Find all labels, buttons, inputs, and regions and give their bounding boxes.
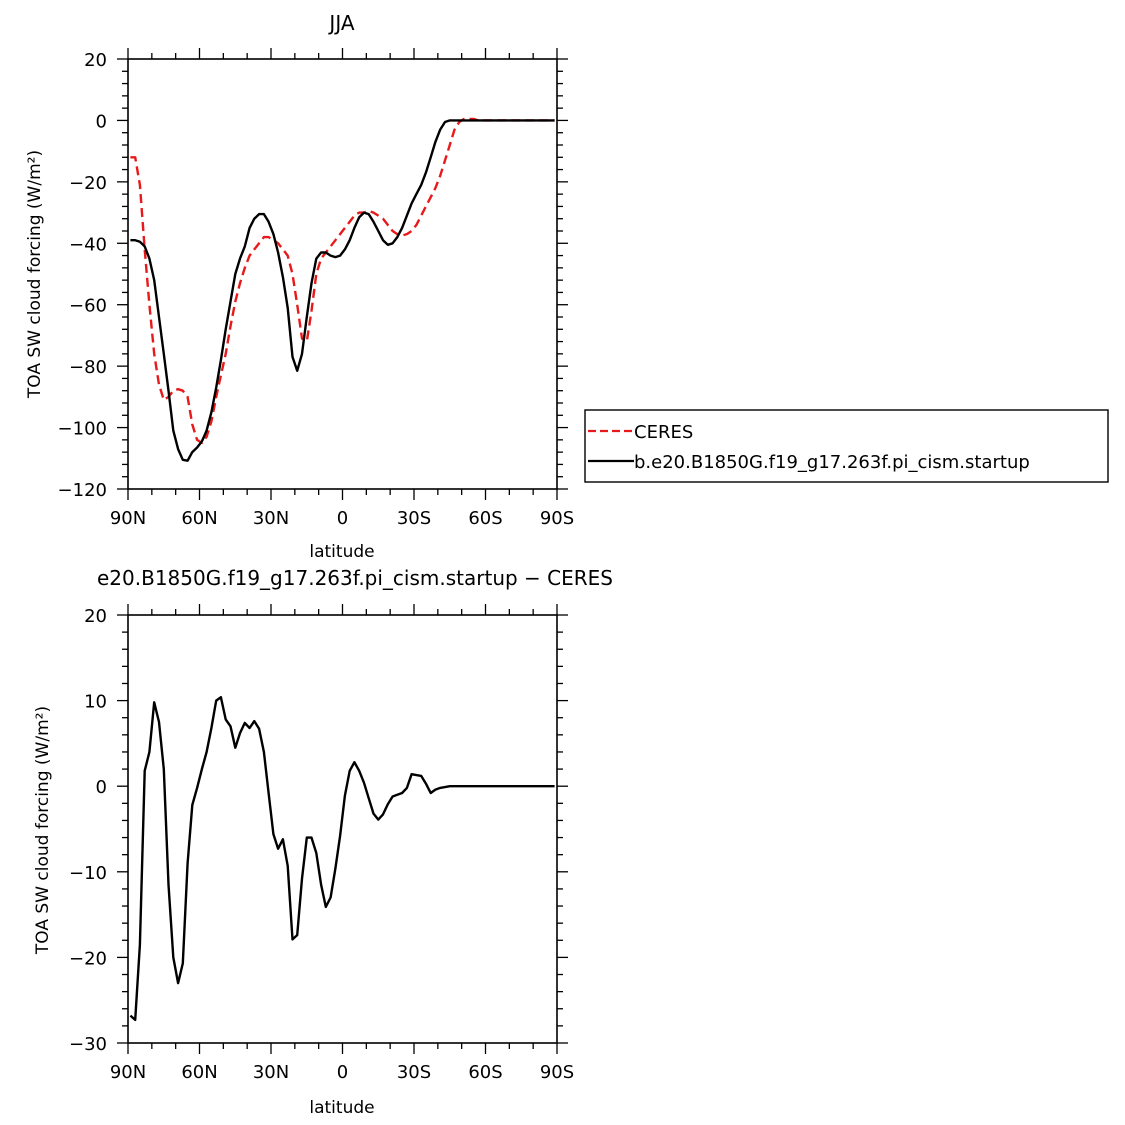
panel-top: JJA TOA SW cloud forcing (W/m²) latitude… <box>25 11 574 562</box>
y-tick-label: 20 <box>84 50 107 71</box>
x-tick-label: 0 <box>337 508 348 529</box>
x-tick-label: 60S <box>468 1062 502 1083</box>
y-tick-label: −30 <box>69 1034 107 1055</box>
y-tick-label: −80 <box>69 357 107 378</box>
legend-box <box>584 409 1109 483</box>
y-tick-label: −60 <box>69 296 107 317</box>
y-tick-label: 0 <box>96 777 107 798</box>
y-axis-label: TOA SW cloud forcing (W/m²) <box>25 150 45 399</box>
y-tick-label: −120 <box>58 480 107 501</box>
y-axis-label-group: TOA SW cloud forcing (W/m²) <box>33 706 53 955</box>
y-axis-label: TOA SW cloud forcing (W/m²) <box>33 706 53 955</box>
y-tick-label: 10 <box>84 692 107 713</box>
x-axis-label: latitude <box>309 542 374 562</box>
y-tick-label: 0 <box>96 111 107 132</box>
x-tick-label: 30S <box>397 508 431 529</box>
y-tick-label: −20 <box>69 173 107 194</box>
y-tick-label: −40 <box>69 234 107 255</box>
x-tick-label: 60S <box>468 508 502 529</box>
y-tick-label: 20 <box>84 606 107 627</box>
legend-label-ceres: CERES <box>634 422 693 443</box>
y-tick-label: −20 <box>69 948 107 969</box>
legend: CERES b.e20.B1850G.f19_g17.263f.pi_cism.… <box>584 409 1109 483</box>
legend-label-model: b.e20.B1850G.f19_g17.263f.pi_cism.startu… <box>634 452 1030 473</box>
x-tick-label: 60N <box>181 1062 217 1083</box>
series-line-0 <box>129 696 555 1022</box>
panel-bottom: e20.B1850G.f19_g17.263f.pi_cism.startup … <box>33 566 613 1118</box>
series-line-1 <box>130 119 555 462</box>
y-tick-label: −100 <box>58 419 107 440</box>
y-tick-label: −10 <box>69 863 107 884</box>
chart-title: e20.B1850G.f19_g17.263f.pi_cism.startup … <box>97 566 613 590</box>
y-axis-label-group: TOA SW cloud forcing (W/m²) <box>25 150 45 399</box>
x-tick-label: 30S <box>397 1062 431 1083</box>
x-tick-label: 90N <box>110 508 146 529</box>
x-tick-label: 90S <box>540 508 574 529</box>
x-tick-label: 90S <box>540 1062 574 1083</box>
series-line-0 <box>130 117 555 445</box>
chart-title: JJA <box>327 11 354 35</box>
x-tick-label: 60N <box>181 508 217 529</box>
plot-frame <box>127 614 558 1044</box>
x-axis-label: latitude <box>309 1098 374 1118</box>
x-tick-label: 0 <box>337 1062 348 1083</box>
x-tick-label: 90N <box>110 1062 146 1083</box>
x-tick-label: 30N <box>253 508 289 529</box>
x-tick-label: 30N <box>253 1062 289 1083</box>
